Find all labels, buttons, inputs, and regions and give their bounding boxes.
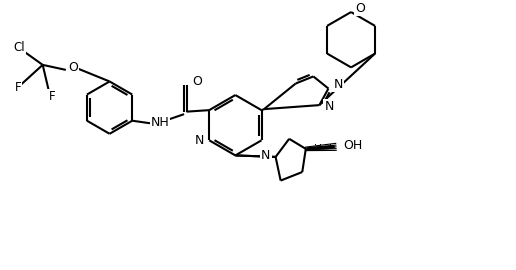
- Text: N: N: [195, 134, 204, 147]
- Text: Cl: Cl: [13, 41, 25, 54]
- Text: O: O: [355, 2, 365, 15]
- Text: NH: NH: [151, 116, 169, 129]
- Text: F: F: [49, 90, 55, 103]
- Text: F: F: [15, 81, 21, 94]
- Text: N: N: [333, 79, 343, 92]
- Text: N: N: [261, 149, 270, 163]
- Text: OH: OH: [344, 139, 363, 152]
- Text: O: O: [69, 61, 78, 74]
- Text: N: N: [325, 100, 334, 113]
- Text: ····: ····: [313, 141, 333, 150]
- Text: O: O: [192, 75, 202, 88]
